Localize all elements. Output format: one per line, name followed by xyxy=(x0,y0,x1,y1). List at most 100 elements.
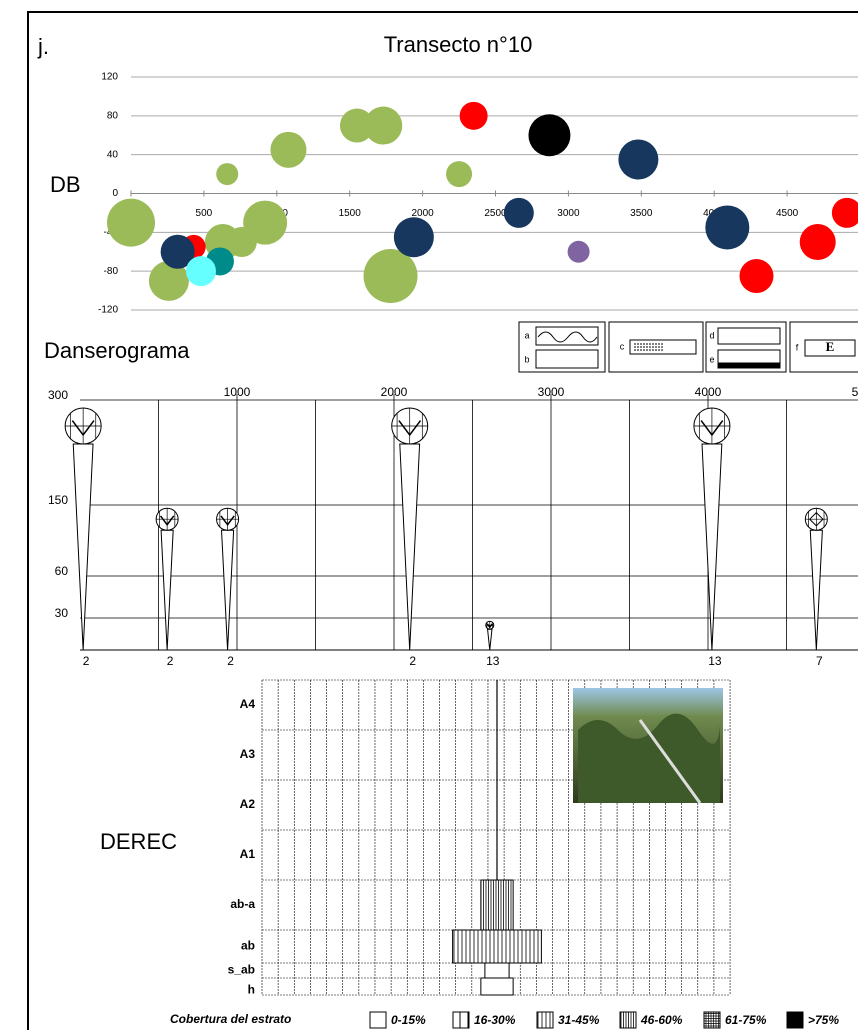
plant-symbol xyxy=(64,407,102,651)
legend-swatch xyxy=(703,1011,721,1029)
plant-symbol xyxy=(155,507,179,651)
y-tick-label: 60 xyxy=(55,564,69,578)
bubble xyxy=(567,240,590,263)
crown-grid xyxy=(65,408,102,444)
legend-swatch xyxy=(786,1011,804,1029)
y-tick-label: -120 xyxy=(98,305,118,316)
x-tick-label: 4000 xyxy=(695,385,722,399)
y-axis-label: DB xyxy=(50,172,81,197)
crown-mark xyxy=(398,420,422,437)
stratum-label: A4 xyxy=(240,697,256,711)
legend-label: 16-30% xyxy=(474,1013,516,1027)
x-tick-label: 3500 xyxy=(630,208,653,219)
bubble xyxy=(831,197,858,228)
x-tick-label: 3000 xyxy=(538,385,565,399)
legend-label: 31-45% xyxy=(558,1013,600,1027)
bubble xyxy=(393,217,434,258)
plant-symbol xyxy=(391,407,429,651)
y-tick-label: 30 xyxy=(55,606,69,620)
bubble xyxy=(160,234,195,269)
plant-stem xyxy=(809,529,823,651)
legend-label: a xyxy=(524,330,529,340)
bubble xyxy=(739,259,774,294)
plant-stem xyxy=(221,529,235,651)
bubble xyxy=(339,108,374,143)
bubble xyxy=(270,131,307,168)
y-tick-label: -80 xyxy=(104,266,119,277)
x-tick-label: 500 xyxy=(196,208,213,219)
plant-label: 13 xyxy=(708,654,722,668)
stratum-bar xyxy=(480,879,514,931)
bubble xyxy=(528,114,571,157)
stratum-bar xyxy=(484,962,510,979)
x-tick-label: 3000 xyxy=(557,208,580,219)
bubble xyxy=(148,260,189,301)
x-tick-label: 1000 xyxy=(224,385,251,399)
y-tick-label: 120 xyxy=(101,72,118,83)
bubble xyxy=(364,106,403,145)
stratum-bar xyxy=(480,977,514,996)
symbol-legend xyxy=(518,321,858,373)
legend-swatch xyxy=(619,1011,637,1029)
stratum-bar xyxy=(452,929,542,964)
crown-mark xyxy=(809,511,824,527)
y-tick-label: 300 xyxy=(48,388,68,402)
bubble xyxy=(705,205,750,250)
bubble xyxy=(446,161,473,188)
legend-label: 61-75% xyxy=(725,1013,767,1027)
plant-label: 13 xyxy=(486,654,500,668)
plant-stem xyxy=(160,529,174,651)
photo xyxy=(573,688,723,804)
crown-grid xyxy=(693,408,730,444)
legend-title: Cobertura del estrato xyxy=(170,1012,291,1026)
crown-grid xyxy=(216,508,239,531)
frame xyxy=(27,11,858,1030)
plant-label: 7 xyxy=(816,654,823,668)
panel-label: j. xyxy=(37,34,49,59)
x-tick-label: 2000 xyxy=(411,208,434,219)
bubble xyxy=(216,163,239,186)
bubble xyxy=(503,197,534,228)
bubble xyxy=(107,198,155,247)
crown-mark xyxy=(700,420,724,437)
legend-label: 0-15% xyxy=(391,1013,426,1027)
crown-grid xyxy=(156,508,179,531)
crown-grid xyxy=(391,408,428,444)
legend-label: >75% xyxy=(808,1013,839,1027)
legend-swatch xyxy=(452,1011,470,1029)
x-tick-label: 2000 xyxy=(381,385,408,399)
crown-grid xyxy=(485,621,494,630)
crown-mark xyxy=(220,515,235,526)
stratum-label: A3 xyxy=(240,747,256,761)
y-tick-label: 80 xyxy=(107,110,119,121)
bubble xyxy=(799,224,836,261)
plant-stem xyxy=(399,443,421,651)
plant-stem xyxy=(72,443,94,651)
bubble xyxy=(459,101,488,130)
plant-label: 2 xyxy=(167,654,174,668)
stratum-label: h xyxy=(248,983,255,997)
plant-symbol xyxy=(804,507,828,651)
bubble xyxy=(618,139,659,180)
legend-label: e xyxy=(709,354,714,364)
legend-label: b xyxy=(524,354,529,364)
legend-label: d xyxy=(709,330,714,340)
plant-stem xyxy=(487,628,493,651)
stratum-label: A2 xyxy=(240,797,256,811)
stratum-label: ab xyxy=(241,939,255,953)
legend-label: c xyxy=(620,341,625,351)
legend-label: f xyxy=(796,342,799,352)
x-tick-label: 5000 xyxy=(852,385,858,399)
plant-symbol xyxy=(485,620,495,651)
x-tick-label: 1500 xyxy=(339,208,362,219)
legend-label: E xyxy=(826,339,835,354)
legend-swatch xyxy=(536,1011,554,1029)
plant-label: 2 xyxy=(409,654,416,668)
legend-swatch xyxy=(369,1011,387,1029)
crown-mark xyxy=(159,515,175,526)
bubble xyxy=(243,200,288,245)
stratum-label: ab-a xyxy=(230,897,255,911)
section-title: Danserograma xyxy=(44,338,190,363)
plant-stem xyxy=(701,443,723,651)
